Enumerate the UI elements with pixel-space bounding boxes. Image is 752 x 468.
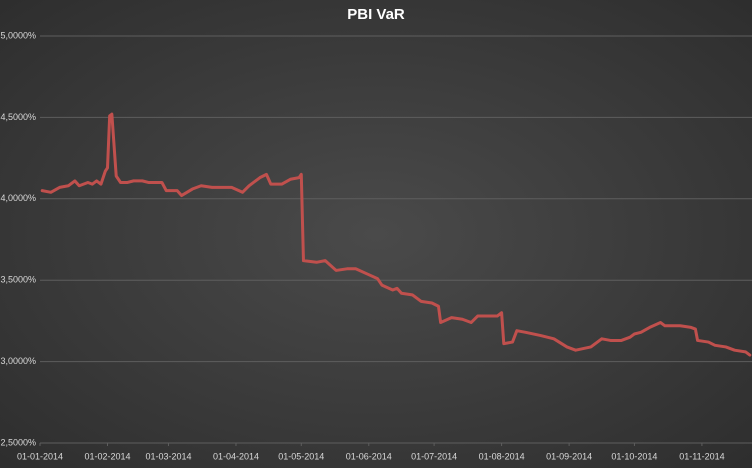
x-tick-label: 01-10-2014 <box>611 451 657 461</box>
line-series <box>40 112 752 357</box>
x-tick-label: 01-08-2014 <box>479 451 525 461</box>
x-tick-label: 01-02-2014 <box>84 451 130 461</box>
x-tick-label: 01-04-2014 <box>213 451 259 461</box>
x-tick-label: 01-03-2014 <box>145 451 191 461</box>
y-tick-label: 5,0000% <box>0 30 36 40</box>
x-tick-label: 01-07-2014 <box>411 451 457 461</box>
y-tick-label: 4,5000% <box>0 112 36 122</box>
y-tick-label: 2,5000% <box>0 437 36 447</box>
x-tick-label: 01-06-2014 <box>346 451 392 461</box>
chart-title: PBI VaR <box>347 6 405 23</box>
y-tick-label: 3,0000% <box>0 356 36 366</box>
x-tick-label: 01-09-2014 <box>546 451 592 461</box>
y-tick-label: 3,5000% <box>0 275 36 285</box>
x-tick-label: 01-11-2014 <box>679 451 724 461</box>
x-tick-label: 01-05-2014 <box>278 451 324 461</box>
y-tick-label: 4,0000% <box>0 193 36 203</box>
x-tick-label: 01-01-2014 <box>17 451 63 461</box>
